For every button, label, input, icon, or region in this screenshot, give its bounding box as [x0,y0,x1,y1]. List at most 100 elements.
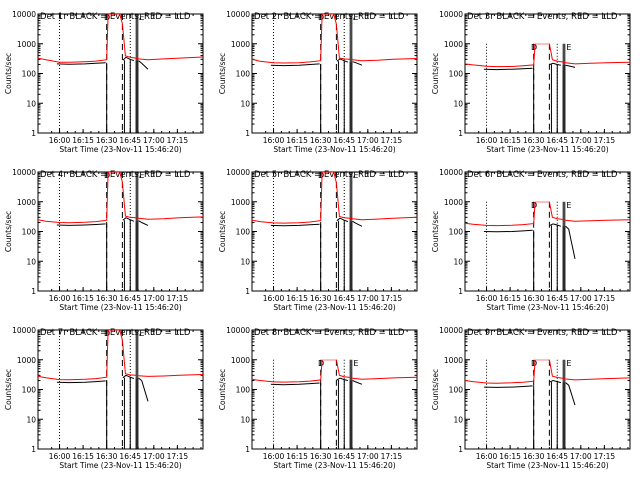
panel-title: Det 4r BLACK = Events, RED = LLD [40,170,191,180]
series-line-events [122,374,135,379]
y-tick-label: 1000 [444,198,463,207]
chart-panel-6: Det 6r BLACK = Events, RED = LLD 1 10 100 10… [431,168,631,312]
x-tick-label: 16:45 [119,294,141,303]
x-tick-label: 16:15 [72,294,94,303]
x-tick-label: 16:45 [546,294,568,303]
x-axis-label: Start Time (23-Nov-11 15:46:20) [273,461,395,470]
marker-label-e: E [353,359,358,368]
panel-title: Det 7r BLACK = Events, RED = LLD [40,328,191,338]
chart-panel-3: Det 3r BLACK = Events, RED = LLD 1 10 100 10… [431,10,631,154]
y-tick-label: 100 [22,386,37,395]
y-tick-label: 10000 [12,326,36,335]
marker-label-e: E [566,43,571,52]
y-tick-label: 10000 [439,326,463,335]
x-tick-label: 17:00 [570,294,592,303]
marker-label-e: E [139,329,144,338]
x-tick-label: 16:15 [286,136,308,145]
chart-panel-5: Det 5r BLACK = Events, RED = LLD11010010… [218,168,418,312]
plot-frame [251,171,418,292]
x-tick-label: 16:15 [499,294,521,303]
x-tick-label: 16:30 [310,136,332,145]
chart-panel-9: Det 9r BLACK = Events, RED = LLD 1 10 100 10… [431,326,631,470]
panel-title: Det 9r BLACK = Events, RED = LLD [467,328,618,338]
series-line-events [270,63,320,67]
x-tick-label: 17:15 [381,452,403,461]
x-tick-label: 16:45 [119,136,141,145]
series-line-events [565,382,576,406]
x-tick-label: 16:15 [286,294,308,303]
x-tick-label: 17:00 [570,136,592,145]
series-line-events [122,217,135,222]
series-line-lld [38,330,203,381]
x-tick-label: 17:00 [143,452,165,461]
y-tick-label: 1 [458,129,463,138]
panel-title: Det 6r BLACK = Events, RED = LLD [467,170,618,180]
y-tick-label: 1000 [444,40,463,49]
x-tick-label: 16:00 [49,294,71,303]
y-tick-label: 10 [453,257,463,266]
y-tick-label: 1000 [231,198,250,207]
x-tick-label: 17:00 [357,452,379,461]
x-tick-label: 16:15 [499,452,521,461]
y-tick-label: 1000 [444,356,463,365]
y-tick-label: 10 [453,99,463,108]
y-tick-label: 1 [31,445,36,454]
x-tick-label: 16:00 [49,452,71,461]
x-tick-label: 16:30 [523,136,545,145]
y-axis-label: Counts/sec [4,53,13,94]
series-line-lld [252,359,417,383]
y-tick-label: 100 [22,228,37,237]
series-line-events [138,60,149,70]
plot-frame [251,13,418,134]
x-tick-label: 17:15 [167,452,189,461]
x-tick-label: 17:15 [594,294,616,303]
plot-frame [37,13,204,134]
x-tick-label: 16:15 [72,452,94,461]
y-tick-label: 1 [31,129,36,138]
x-tick-label: 17:00 [357,294,379,303]
y-tick-label: 100 [449,228,464,237]
y-tick-label: 1000 [231,40,250,49]
series-line-events [483,67,533,71]
x-tick-label: 16:30 [523,294,545,303]
y-axis-label: Counts/sec [4,369,13,410]
marker-label-e: E [139,171,144,180]
chart-panel-8: Det 8r BLACK = Events, RED = LLD 1 10 100 10… [218,326,418,470]
x-tick-label: 17:15 [167,294,189,303]
panel-title: Det 2r BLACK = Events, RED = LLD [254,12,405,22]
y-tick-label: 1000 [17,40,36,49]
marker-label-e: E [353,13,358,22]
x-axis-label: Start Time (23-Nov-11 15:46:20) [59,303,181,312]
series-line-events [56,62,106,65]
chart-panel-2: Det 2r BLACK = Events, RED = LLD11010010… [218,10,418,154]
series-line-events [352,220,363,227]
chart-panel-7: Det 7r BLACK = Events, RED = LLD11010010… [4,326,204,470]
y-tick-label: 10 [453,415,463,424]
y-tick-label: 10 [240,99,250,108]
x-axis-label: Start Time (23-Nov-11 15:46:20) [59,461,181,470]
series-line-lld [465,201,630,227]
marker-label-e: E [353,171,358,180]
x-axis-label: Start Time (23-Nov-11 15:46:20) [486,145,608,154]
series-line-events [270,382,320,386]
x-tick-label: 16:45 [333,452,355,461]
y-tick-label: 1 [245,129,250,138]
y-axis-label: Counts/sec [431,53,440,94]
y-tick-label: 10000 [226,326,250,335]
y-tick-label: 1 [245,445,250,454]
series-line-events [56,223,106,226]
y-tick-label: 1000 [17,356,36,365]
y-tick-label: 1000 [231,356,250,365]
panel-title: Det 3r BLACK = Events, RED = LLD [467,12,618,22]
y-tick-label: 100 [236,386,251,395]
x-tick-label: 17:15 [594,136,616,145]
y-tick-label: 10 [26,99,36,108]
marker-label-d: D [531,201,537,210]
series-line-events [565,64,576,68]
x-tick-label: 17:00 [357,136,379,145]
x-tick-label: 16:00 [476,452,498,461]
x-tick-label: 17:00 [143,136,165,145]
series-line-lld [465,43,630,68]
x-tick-label: 17:15 [381,294,403,303]
